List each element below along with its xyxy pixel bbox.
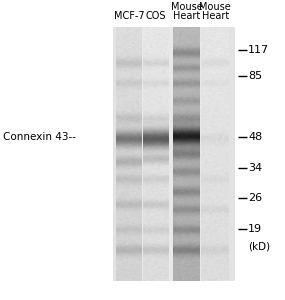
Text: 85: 85 (248, 71, 262, 81)
Text: Mouse: Mouse (199, 2, 231, 12)
Text: Heart: Heart (173, 11, 200, 21)
Bar (200, 27, 201, 280)
Text: Connexin 43--: Connexin 43-- (3, 132, 76, 142)
Text: 26: 26 (248, 193, 262, 203)
Text: (kD): (kD) (248, 242, 270, 251)
Bar (113, 27, 235, 280)
Text: COS: COS (145, 11, 166, 21)
Bar (142, 27, 143, 280)
Text: Mouse: Mouse (171, 2, 203, 12)
Text: Heart: Heart (201, 11, 229, 21)
Bar (169, 27, 173, 280)
Text: 117: 117 (248, 45, 269, 55)
Text: MCF-7: MCF-7 (114, 11, 145, 21)
Text: 19: 19 (248, 224, 262, 233)
Text: 34: 34 (248, 163, 262, 173)
Text: 48: 48 (248, 132, 262, 142)
